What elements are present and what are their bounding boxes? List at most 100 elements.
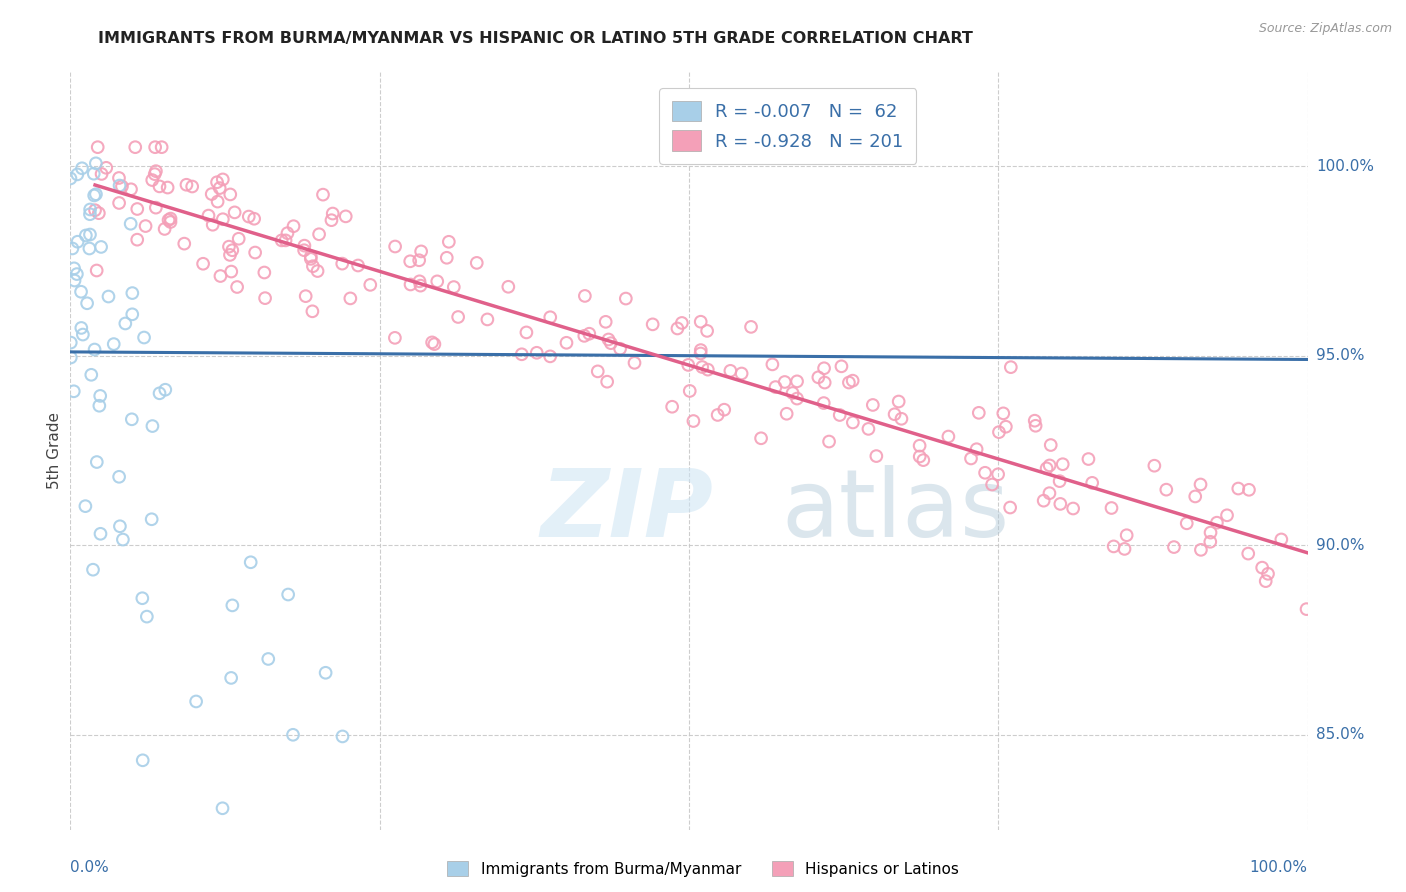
Point	[841, 374, 863, 388]
Point	[1025, 418, 1047, 433]
Point	[599, 336, 621, 351]
Point	[706, 408, 728, 422]
Point	[578, 326, 600, 341]
Point	[75, 499, 97, 513]
Point	[862, 398, 884, 412]
Point	[596, 375, 619, 389]
Point	[678, 358, 700, 372]
Point	[447, 310, 470, 324]
Text: ZIP: ZIP	[540, 465, 713, 558]
Point	[586, 364, 609, 378]
Point	[981, 477, 1004, 491]
Point	[145, 201, 167, 215]
Point	[108, 171, 131, 186]
Point	[682, 414, 704, 428]
Point	[276, 226, 298, 240]
Point	[254, 291, 277, 305]
Point	[315, 665, 337, 680]
Point	[120, 217, 142, 231]
Point	[666, 321, 689, 335]
Point	[994, 419, 1017, 434]
Point	[89, 399, 111, 413]
Point	[191, 257, 214, 271]
Point	[83, 343, 105, 357]
Point	[730, 367, 752, 381]
Point	[277, 587, 299, 601]
Point	[740, 319, 762, 334]
Point	[1216, 508, 1239, 523]
Point	[135, 219, 157, 233]
Point	[938, 429, 960, 443]
Text: 90.0%: 90.0%	[1316, 538, 1364, 553]
Point	[197, 209, 219, 223]
Point	[219, 187, 242, 202]
Point	[526, 345, 548, 359]
Point	[274, 233, 297, 247]
Point	[1039, 438, 1062, 452]
Point	[66, 168, 89, 182]
Point	[148, 386, 170, 401]
Point	[1062, 501, 1084, 516]
Point	[80, 368, 103, 382]
Point	[776, 407, 799, 421]
Point	[838, 376, 860, 390]
Point	[224, 205, 246, 219]
Point	[127, 202, 149, 216]
Point	[359, 277, 381, 292]
Point	[208, 181, 231, 195]
Point	[813, 396, 835, 410]
Point	[908, 439, 931, 453]
Point	[436, 251, 458, 265]
Point	[865, 449, 887, 463]
Point	[1254, 574, 1277, 589]
Text: IMMIGRANTS FROM BURMA/MYANMAR VS HISPANIC OR LATINO 5TH GRADE CORRELATION CHART: IMMIGRANTS FROM BURMA/MYANMAR VS HISPANI…	[98, 31, 973, 46]
Point	[63, 261, 86, 276]
Point	[90, 240, 112, 254]
Point	[211, 172, 233, 186]
Point	[411, 244, 433, 259]
Point	[209, 268, 232, 283]
Point	[1199, 525, 1222, 540]
Point	[671, 316, 693, 330]
Text: 0.0%: 0.0%	[70, 860, 110, 875]
Point	[399, 277, 422, 292]
Point	[498, 280, 520, 294]
Point	[121, 286, 143, 301]
Point	[330, 257, 353, 271]
Point	[818, 434, 841, 449]
Point	[143, 140, 166, 154]
Point	[308, 227, 330, 242]
Point	[301, 304, 323, 318]
Point	[1035, 461, 1057, 475]
Point	[574, 289, 596, 303]
Point	[510, 347, 533, 361]
Point	[135, 609, 157, 624]
Legend: Immigrants from Burma/Myanmar, Hispanics or Latinos: Immigrants from Burma/Myanmar, Hispanics…	[439, 853, 967, 884]
Point	[86, 263, 108, 277]
Point	[1189, 477, 1212, 491]
Point	[228, 232, 250, 246]
Point	[59, 335, 82, 350]
Point	[86, 455, 108, 469]
Point	[221, 244, 243, 258]
Point	[83, 167, 105, 181]
Point	[82, 563, 104, 577]
Point	[538, 350, 561, 364]
Point	[408, 274, 430, 288]
Point	[70, 321, 93, 335]
Point	[108, 519, 131, 533]
Point	[239, 555, 262, 569]
Point	[998, 500, 1021, 515]
Point	[890, 412, 912, 426]
Point	[60, 242, 83, 256]
Point	[786, 375, 808, 389]
Point	[312, 187, 335, 202]
Point	[974, 466, 997, 480]
Point	[79, 227, 101, 242]
Point	[207, 194, 229, 209]
Point	[409, 278, 432, 293]
Point	[302, 259, 325, 273]
Point	[689, 315, 711, 329]
Point	[623, 356, 645, 370]
Point	[384, 331, 406, 345]
